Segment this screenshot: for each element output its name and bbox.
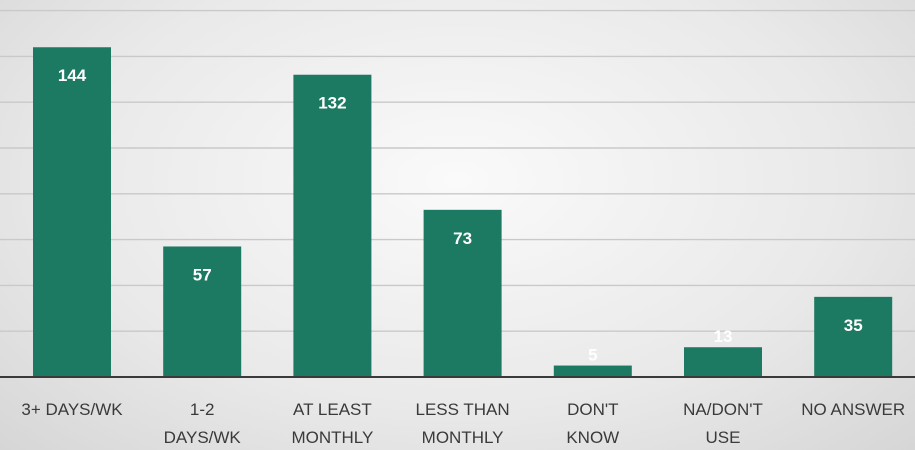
bar [553,365,632,377]
bar [293,74,372,377]
bar [163,246,242,377]
data-label: 132 [318,94,346,113]
x-tick-label-line: NA/DON'T [683,400,763,419]
x-tick-label-line: MONTHLY [291,428,373,447]
x-tick-label: NO ANSWER [801,400,905,419]
bars [33,47,893,378]
data-labels: 144 57 132 73 5 13 35 [58,66,863,364]
bar [684,347,762,377]
x-tick-label: AT LEAST MONTHLY [291,400,373,447]
x-tick-label-line: DAYS/WK [164,428,242,447]
data-label: 73 [453,229,472,248]
x-tick-label-line: NO ANSWER [801,400,905,419]
x-tick-label-line: LESS THAN [416,400,510,419]
x-tick-label-line: KNOW [566,428,619,447]
bar [423,209,502,377]
x-tick-label-line: DON'T [567,400,618,419]
bar [814,296,893,377]
data-label: 144 [58,66,87,85]
x-tick-label-line: 1-2 [190,400,215,419]
x-tick-label: NA/DON'T USE [683,400,763,447]
x-tick-label: 1-2 DAYS/WK [164,400,242,447]
data-label: 35 [844,316,863,335]
x-tick-label-line: USE [706,428,741,447]
data-label: 57 [193,265,212,284]
x-tick-label: LESS THAN MONTHLY [416,400,510,447]
x-tick-label-line: MONTHLY [422,428,504,447]
data-label: 13 [714,327,733,346]
x-tick-label: DON'T KNOW [566,400,619,447]
x-tick-label-line: 3+ DAYS/WK [21,400,123,419]
data-label: 5 [588,346,597,365]
x-tick-label-line: AT LEAST [293,400,372,419]
x-tick-label: 3+ DAYS/WK [21,400,123,419]
bar [33,47,111,378]
